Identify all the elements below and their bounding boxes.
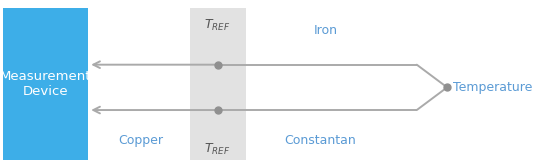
Text: Temperature: Temperature (453, 81, 532, 94)
Bar (3, 8, 88, 160)
Text: Iron: Iron (314, 24, 338, 37)
Text: $T_{REF}$: $T_{REF}$ (204, 18, 230, 33)
Text: Copper: Copper (118, 134, 163, 147)
Text: $T_{REF}$: $T_{REF}$ (204, 142, 230, 157)
Text: Constantan: Constantan (284, 134, 356, 147)
Bar (190, 8, 246, 160)
Text: Measurement
Device: Measurement Device (0, 70, 91, 98)
